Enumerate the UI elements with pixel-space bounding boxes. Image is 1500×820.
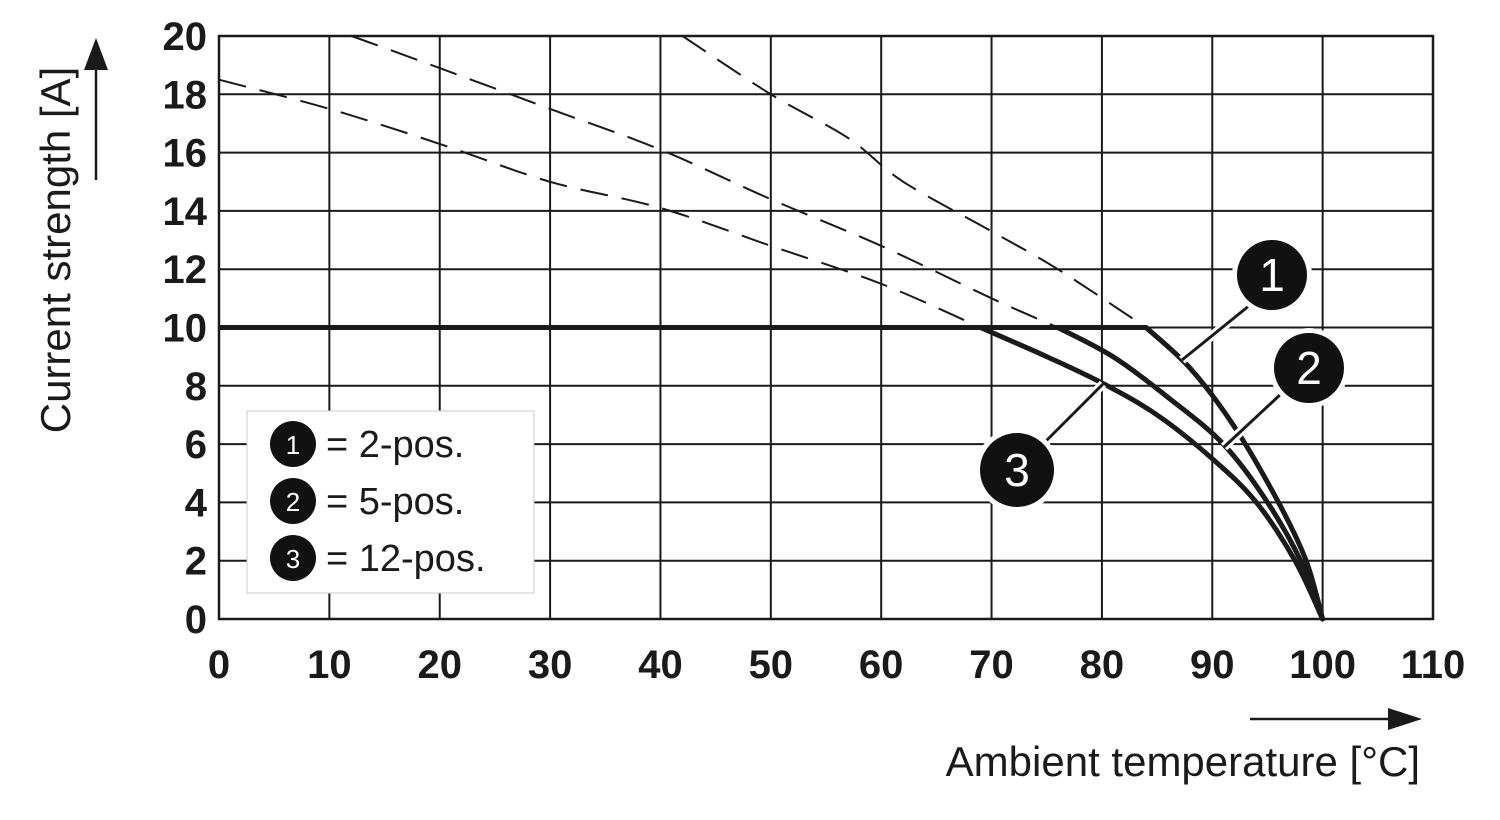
x-tick-label: 90 — [1190, 643, 1235, 687]
callout-number: 1 — [1259, 249, 1285, 301]
legend-marker-2 — [270, 478, 316, 524]
y-axis-label: Current strength [A] — [32, 67, 79, 434]
x-axis-label: Ambient temperature [°C] — [946, 738, 1420, 785]
y-axis-arrow — [84, 38, 108, 180]
legend-marker-number: 1 — [286, 430, 300, 460]
x-tick-label: 60 — [859, 643, 904, 687]
y-tick-labels: 0 2 4 6 8 10 12 14 16 18 20 — [163, 15, 208, 642]
y-tick-label: 0 — [185, 598, 207, 642]
curve-3-theoretical — [218, 78, 981, 329]
legend-entry-1: = 2-pos. — [326, 424, 464, 466]
legend: 1 = 2-pos. 2 = 5-pos. 3 = 12-pos. — [246, 410, 535, 594]
x-tick-label: 110 — [1401, 643, 1466, 687]
x-tick-label: 50 — [749, 643, 794, 687]
y-tick-label: 8 — [185, 365, 207, 409]
curves — [218, 35, 1326, 622]
callout-leader — [1181, 303, 1251, 362]
x-axis-arrow — [1250, 708, 1422, 730]
y-tick-label: 12 — [163, 248, 208, 292]
y-tick-label: 16 — [163, 132, 208, 176]
callout-marker-2 — [1274, 333, 1344, 403]
callout-number: 2 — [1296, 342, 1322, 394]
x-tick-label: 0 — [208, 643, 230, 687]
y-tick-label: 18 — [163, 73, 208, 117]
x-tick-label: 30 — [528, 643, 573, 687]
y-tick-label: 4 — [185, 481, 208, 525]
x-tick-label: 70 — [969, 643, 1014, 687]
legend-marker-number: 2 — [286, 487, 300, 517]
callout-number: 3 — [1004, 444, 1030, 496]
legend-entry-2: = 5-pos. — [326, 481, 464, 523]
legend-marker-1 — [270, 421, 316, 467]
callout-leader — [1043, 382, 1105, 444]
x-tick-label: 20 — [417, 643, 462, 687]
legend-marker-number: 3 — [286, 544, 300, 574]
y-tick-label: 2 — [185, 540, 207, 584]
y-tick-label: 20 — [163, 15, 208, 59]
x-tick-label: 10 — [307, 643, 352, 687]
x-tick-label: 40 — [638, 643, 683, 687]
y-tick-label: 14 — [163, 190, 208, 234]
curve-callouts: 12 3 — [975, 235, 1349, 512]
x-tick-labels: 0 10 20 30 40 50 60 70 80 90 100 110 — [208, 643, 1465, 687]
callout-marker-1 — [1237, 240, 1307, 310]
curve-3-derating — [978, 325, 1326, 622]
legend-entry-3: = 12-pos. — [326, 538, 486, 580]
curve-1-theoretical — [681, 35, 1147, 329]
callout-marker-3 — [980, 433, 1054, 507]
y-tick-label: 6 — [185, 423, 207, 467]
curve-2-theoretical — [351, 35, 1059, 329]
legend-marker-3 — [270, 535, 316, 581]
curve-1-derating — [1143, 325, 1326, 622]
y-tick-label: 10 — [163, 307, 208, 351]
x-tick-label: 100 — [1289, 643, 1356, 687]
callout-leader — [1222, 391, 1284, 449]
x-tick-label: 80 — [1080, 643, 1125, 687]
